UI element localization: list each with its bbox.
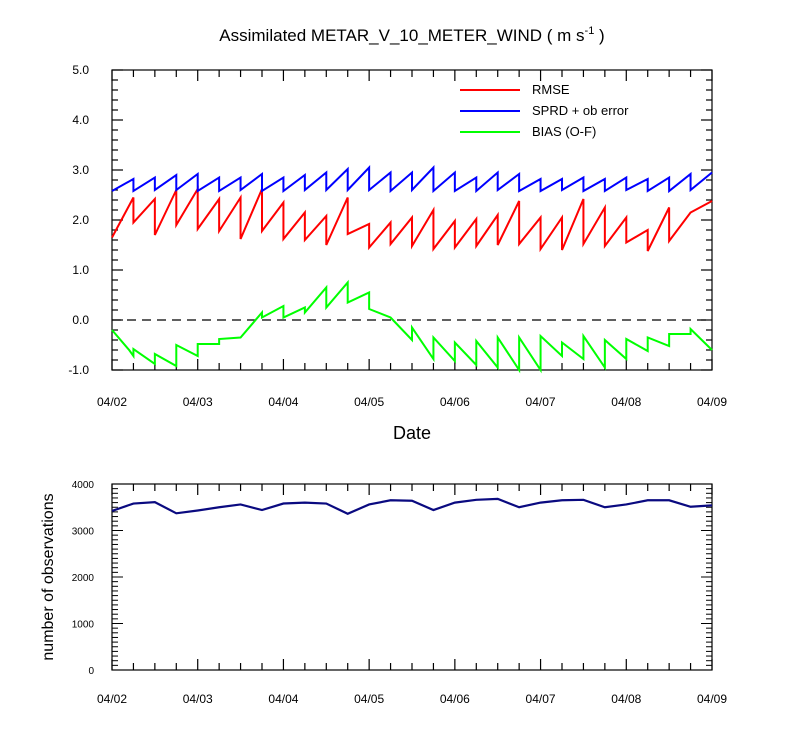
bottom-x-tick-label: 04/02 [97, 692, 127, 706]
bottom-y-axis-label: number of observations [40, 493, 57, 660]
top-y-tick-label: 0.0 [72, 313, 89, 327]
top-x-tick-label: 04/09 [697, 395, 727, 409]
top-x-tick-label: 04/08 [611, 395, 641, 409]
bottom-x-tick-label: 04/05 [354, 692, 384, 706]
chart-title-close: ) [594, 26, 604, 45]
bottom-x-tick-label: 04/09 [697, 692, 727, 706]
bottom-x-tick-labels: 04/02 04/03 04/04 04/05 04/06 04/07 04/08 04/09 [97, 692, 727, 706]
series-line-sprd-ob-error [111, 165, 713, 194]
bottom-y-tick-labels: 4000 3000 2000 1000 0 [72, 480, 95, 677]
bottom-series-group [111, 497, 713, 515]
top-axis-ticks [111, 69, 713, 371]
bottom-axis-ticks [111, 483, 713, 671]
bottom-x-tick-label: 04/07 [526, 692, 556, 706]
top-y-tick-labels: 5.0 4.0 3.0 2.0 1.0 0.0 -1.0 [68, 63, 89, 377]
top-x-axis-label: Date [393, 423, 431, 443]
legend: RMSE SPRD + ob error BIAS (O-F) [460, 82, 629, 139]
bottom-plot-frame [111, 483, 713, 671]
bottom-y-tick-label: 0 [88, 666, 94, 677]
bottom-x-tick-label: 04/03 [183, 692, 213, 706]
top-x-tick-label: 04/04 [268, 395, 298, 409]
top-x-tick-label: 04/03 [183, 395, 213, 409]
legend-label: RMSE [532, 82, 570, 97]
top-y-tick-label: 4.0 [72, 113, 89, 127]
top-y-tick-label: 5.0 [72, 63, 89, 77]
observations-count-line [111, 497, 713, 515]
top-x-tick-labels: 04/02 04/03 04/04 04/05 04/06 04/07 04/08 04/09 [97, 395, 727, 409]
bottom-y-tick-label: 2000 [72, 573, 95, 584]
bottom-y-tick-label: 1000 [72, 620, 95, 631]
legend-label: BIAS (O-F) [532, 124, 596, 139]
top-x-tick-label: 04/06 [440, 395, 470, 409]
bottom-x-tick-label: 04/04 [268, 692, 298, 706]
series-line-rmse [111, 185, 713, 253]
legend-label: SPRD + ob error [532, 103, 629, 118]
top-y-tick-label: 3.0 [72, 163, 89, 177]
chart-title-main: Assimilated METAR_V_10_METER_WIND ( m s [219, 26, 584, 45]
top-y-tick-label: 1.0 [72, 263, 89, 277]
top-series-group [111, 165, 713, 374]
chart-title-exponent: -1 [585, 25, 595, 37]
top-y-tick-label: 2.0 [72, 213, 89, 227]
chart-title: Assimilated METAR_V_10_METER_WIND ( m s-… [219, 25, 604, 45]
bottom-x-tick-label: 04/08 [611, 692, 641, 706]
top-x-tick-label: 04/05 [354, 395, 384, 409]
bottom-y-tick-label: 3000 [72, 527, 95, 538]
top-x-tick-label: 04/07 [526, 395, 556, 409]
top-x-tick-label: 04/02 [97, 395, 127, 409]
top-y-tick-label: -1.0 [68, 363, 89, 377]
series-line-bias-o-f [111, 279, 713, 374]
bottom-y-tick-label: 4000 [72, 480, 95, 491]
bottom-x-tick-label: 04/06 [440, 692, 470, 706]
